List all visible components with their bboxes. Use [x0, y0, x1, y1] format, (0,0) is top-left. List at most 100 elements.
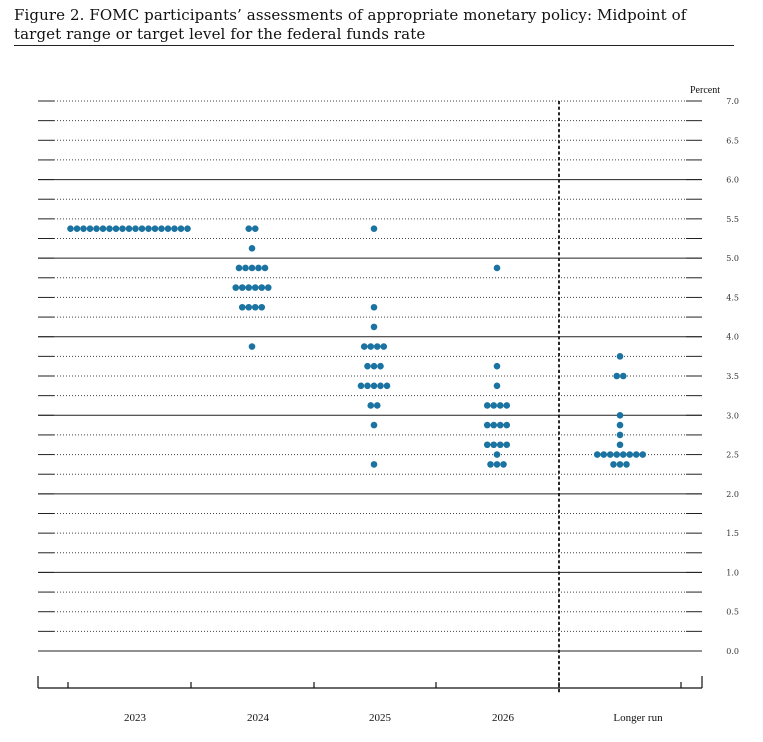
projection-dot: [264, 284, 272, 291]
projection-dot: [245, 303, 253, 311]
x-category-labels: 2023 2024 2025 2026 Longer run: [124, 712, 663, 724]
x-category-label: 2026: [492, 712, 515, 724]
projection-dot: [616, 431, 624, 439]
y-tick-label: 7.0: [726, 97, 739, 106]
projection-dot: [610, 461, 617, 468]
dots: [67, 225, 647, 468]
projection-dot: [483, 441, 491, 449]
projection-dot: [364, 362, 371, 370]
projection-dot: [380, 343, 388, 350]
projection-dot: [370, 382, 378, 390]
projection-dot: [242, 264, 249, 272]
projection-dot: [639, 451, 647, 458]
projection-dot: [73, 225, 81, 232]
y-tick-label: 0.5: [726, 608, 739, 617]
projection-dot: [370, 303, 378, 311]
projection-dot: [483, 421, 491, 429]
projection-dot: [626, 451, 634, 458]
projection-dot: [171, 225, 178, 232]
y-tick-labels: 0.0 0.5 1.0 1.5 2.0 2.5 3.0 3.5 4.0 4.5 5.0 5.5 6.0 6…: [726, 97, 739, 656]
projection-dot: [496, 421, 504, 429]
projection-dot: [616, 411, 624, 419]
projection-dot: [248, 264, 256, 272]
projection-dot: [132, 225, 139, 232]
projection-dot: [367, 343, 375, 350]
projection-dot: [503, 421, 511, 429]
projection-dot: [623, 461, 630, 468]
projection-dot: [377, 362, 384, 370]
projection-dot: [86, 225, 94, 232]
y-tick-label: 5.5: [726, 215, 739, 224]
projection-dot: [616, 461, 624, 468]
projection-dot: [248, 245, 256, 252]
projection-dot: [496, 402, 504, 409]
x-axis: [37, 676, 703, 689]
projection-dot: [357, 382, 365, 390]
y-tick-label: 6.5: [726, 136, 739, 145]
projection-dot: [483, 402, 491, 409]
grid-lines: [38, 100, 702, 652]
y-tick-label: 1.0: [726, 568, 739, 577]
projection-dot: [370, 225, 378, 232]
x-category-label: Longer run: [613, 712, 663, 724]
y-tick-label: 3.0: [726, 411, 739, 420]
projection-dot: [145, 225, 152, 232]
projection-dot: [496, 441, 504, 449]
projection-dot: [616, 441, 624, 449]
projection-dot: [80, 225, 87, 232]
projection-dot: [493, 362, 501, 370]
projection-dot: [106, 225, 113, 232]
projection-dot: [245, 284, 253, 291]
projection-dot: [255, 264, 262, 272]
projection-dot: [232, 284, 240, 291]
projection-dot: [616, 421, 624, 429]
projection-dot: [493, 382, 501, 390]
projection-dot: [373, 343, 381, 350]
projection-dot: [373, 402, 381, 409]
projection-dot: [251, 225, 259, 232]
projection-dot: [258, 284, 266, 291]
projection-dot: [238, 284, 246, 291]
y-tick-label: 1.5: [726, 529, 739, 538]
projection-dot: [151, 225, 159, 232]
projection-dot: [184, 225, 191, 232]
projection-dot: [600, 451, 608, 458]
projection-dot: [112, 225, 120, 232]
projection-dot: [619, 451, 627, 458]
projection-dot: [367, 402, 375, 409]
projection-dot: [67, 225, 74, 232]
x-category-label: 2025: [369, 712, 392, 724]
projection-dot: [370, 421, 378, 429]
projection-dot: [503, 402, 511, 409]
projection-dot: [177, 225, 185, 232]
projection-dot: [158, 225, 165, 232]
projection-dot: [493, 451, 501, 458]
title-rule: [14, 45, 734, 46]
projection-dot: [238, 303, 246, 311]
projection-dot: [632, 451, 640, 458]
projection-dot: [119, 225, 126, 232]
projection-dot: [616, 353, 624, 360]
projection-dot: [258, 303, 266, 311]
projection-dot: [370, 461, 378, 468]
x-category-label: 2024: [247, 712, 270, 724]
projection-dot: [93, 225, 100, 232]
projection-dot: [613, 372, 621, 380]
projection-dot: [370, 362, 378, 370]
projection-dot: [370, 323, 378, 331]
projection-dot: [490, 441, 498, 449]
y-tick-label: 2.0: [726, 490, 739, 499]
projection-dot: [490, 421, 498, 429]
y-tick-label: 5.0: [726, 254, 739, 263]
projection-dot: [364, 382, 371, 390]
projection-dot: [606, 451, 614, 458]
projection-dot: [500, 461, 507, 468]
projection-dot: [99, 225, 107, 232]
projection-dot: [383, 382, 391, 390]
projection-dot: [490, 402, 498, 409]
y-tick-label: 2.5: [726, 451, 739, 460]
projection-dot: [360, 343, 368, 350]
projection-dot: [619, 372, 627, 380]
y-axis-unit-label: Percent: [690, 85, 720, 96]
